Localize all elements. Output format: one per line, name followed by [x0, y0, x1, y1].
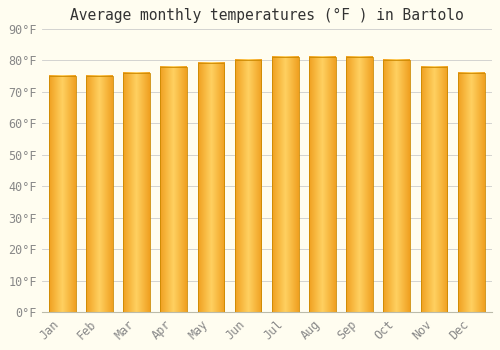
- Bar: [309, 57, 336, 313]
- Bar: [198, 63, 224, 313]
- Bar: [160, 66, 187, 313]
- Bar: [272, 57, 298, 313]
- Bar: [384, 60, 410, 313]
- Bar: [49, 76, 76, 313]
- Title: Average monthly temperatures (°F ) in Bartolo: Average monthly temperatures (°F ) in Ba…: [70, 8, 464, 23]
- Bar: [123, 73, 150, 313]
- Bar: [420, 66, 448, 313]
- Bar: [346, 57, 373, 313]
- Bar: [458, 73, 484, 313]
- Bar: [86, 76, 113, 313]
- Bar: [234, 60, 262, 313]
